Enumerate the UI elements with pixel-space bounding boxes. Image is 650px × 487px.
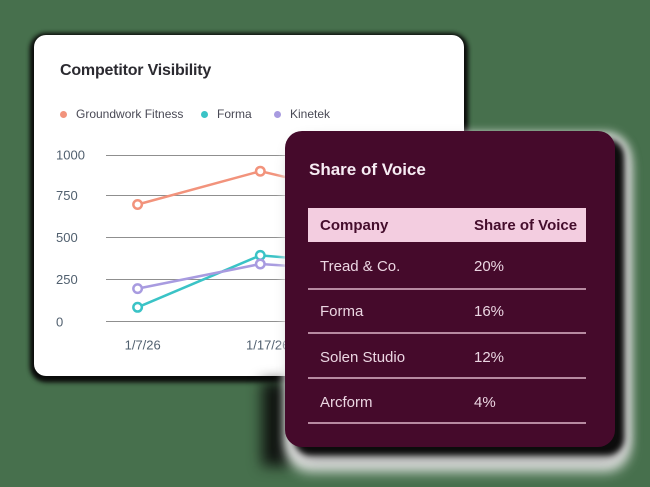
svg-text:250: 250 xyxy=(56,272,78,287)
svg-text:0: 0 xyxy=(56,314,63,329)
svg-text:1/17/26: 1/17/26 xyxy=(246,337,289,352)
svg-text:750: 750 xyxy=(56,188,78,203)
svg-text:1000: 1000 xyxy=(56,148,85,163)
svg-text:500: 500 xyxy=(56,230,78,245)
svg-text:1/7/26: 1/7/26 xyxy=(125,337,161,352)
